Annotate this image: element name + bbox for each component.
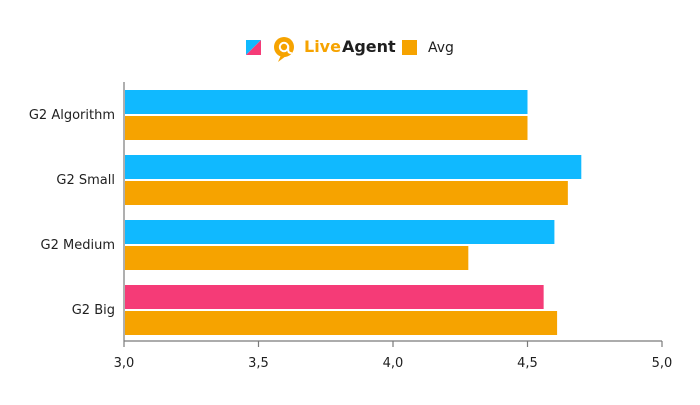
bar-avg xyxy=(125,116,528,140)
legend-liveagent-label-agent: Agent xyxy=(342,37,396,56)
bar-liveagent xyxy=(125,90,528,114)
liveagent-logo-tail xyxy=(278,55,286,62)
legend: LiveAgent Avg xyxy=(246,37,454,62)
y-tick-label: G2 Algorithm xyxy=(29,108,115,123)
x-tick-label: 4,5 xyxy=(517,356,538,371)
x-tick-label: 5,0 xyxy=(652,356,673,371)
bar-avg xyxy=(125,311,558,335)
liveagent-logo-hook xyxy=(287,45,292,54)
legend-liveagent-swatch-pink xyxy=(246,40,261,55)
bar-liveagent xyxy=(125,285,544,309)
bar-liveagent xyxy=(125,220,555,244)
bar-avg xyxy=(125,246,469,270)
liveagent-logo-icon xyxy=(274,37,294,62)
bar-avg xyxy=(125,181,568,205)
x-tick-label: 4,0 xyxy=(383,356,404,371)
bar-liveagent xyxy=(125,155,582,179)
legend-avg-swatch xyxy=(402,40,417,55)
x-tick-label: 3,5 xyxy=(248,356,269,371)
y-tick-label: G2 Big xyxy=(72,303,115,318)
legend-liveagent-label-live: Live xyxy=(304,37,341,56)
y-tick-label: G2 Small xyxy=(56,173,115,188)
legend-liveagent-label: LiveAgent xyxy=(304,37,396,56)
x-tick-label: 3,0 xyxy=(114,356,135,371)
legend-avg-label: Avg xyxy=(428,40,454,56)
y-tick-label: G2 Medium xyxy=(41,238,115,253)
